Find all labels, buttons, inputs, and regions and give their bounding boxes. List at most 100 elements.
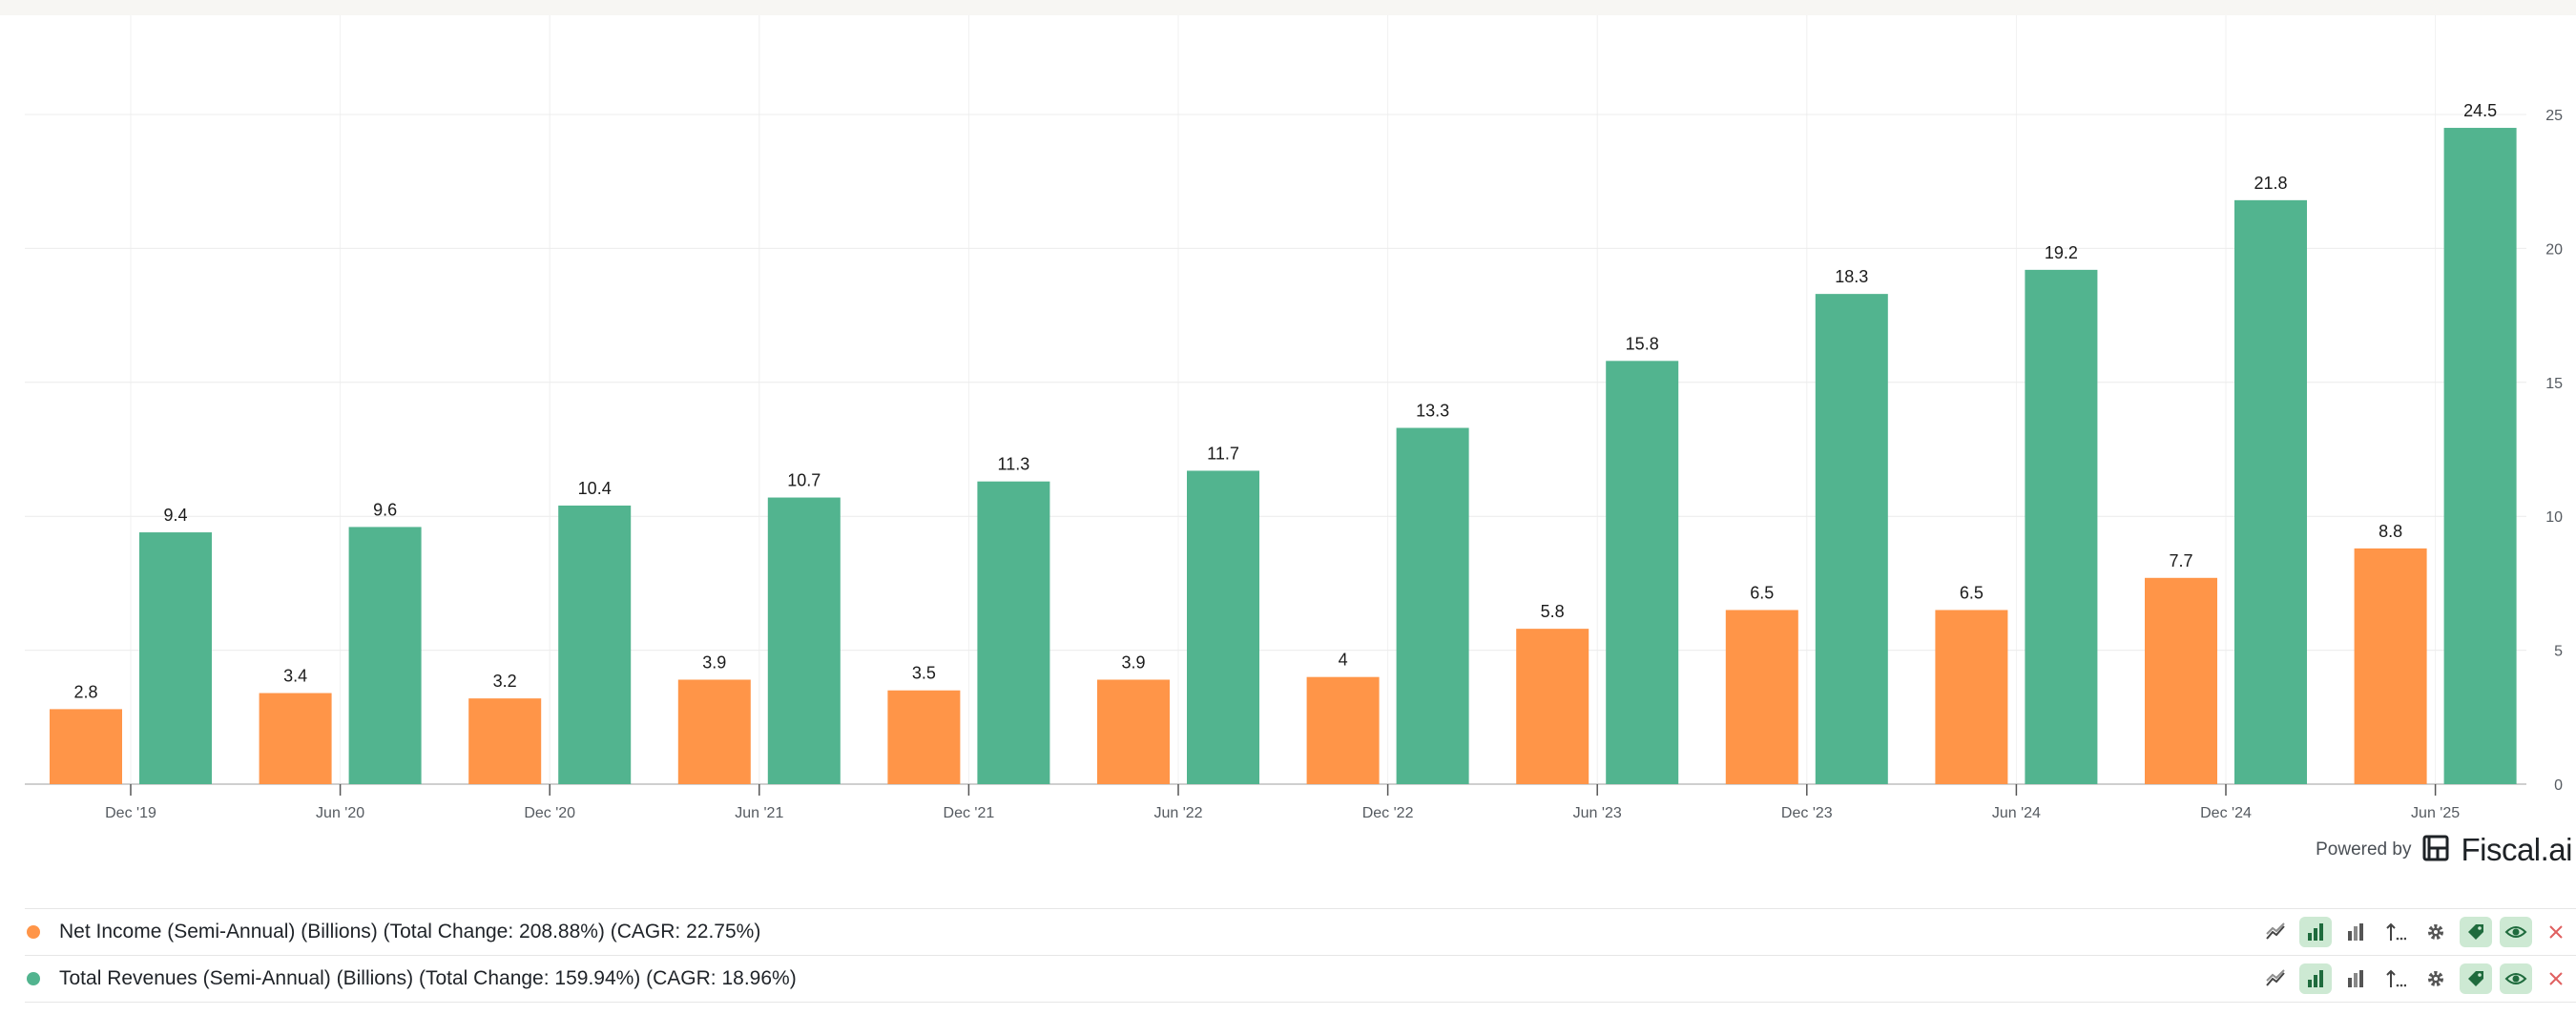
bar-net-income[interactable]	[2145, 577, 2217, 784]
bar-net-income[interactable]	[259, 693, 332, 784]
tag-icon	[2465, 968, 2486, 989]
close-button[interactable]	[2540, 917, 2572, 947]
bar-total-revenues[interactable]	[139, 532, 212, 784]
bar-value-label: 3.2	[493, 672, 517, 691]
bar-chart-button[interactable]	[2299, 963, 2332, 994]
bar-value-label: 10.7	[787, 471, 821, 490]
bar-value-label: 2.8	[73, 682, 97, 701]
bar-value-label: 18.3	[1835, 267, 1868, 286]
y-tick-label: 10	[2545, 509, 2563, 526]
bar-value-label: 3.5	[912, 664, 936, 683]
bar-total-revenues[interactable]	[348, 527, 422, 784]
fiscal-logo-icon	[2420, 834, 2451, 867]
bar-value-label: 9.4	[163, 506, 187, 525]
bar-value-label: 6.5	[1750, 583, 1774, 602]
bar-net-income[interactable]	[1935, 610, 2008, 784]
bar-net-income[interactable]	[1725, 610, 1798, 784]
trend-line-icon	[2265, 922, 2286, 942]
bar-total-revenues[interactable]	[977, 481, 1050, 784]
bar-total-revenues[interactable]	[1187, 470, 1259, 784]
sort-button[interactable]	[2379, 917, 2412, 947]
bar-value-label: 11.7	[1207, 444, 1239, 463]
bar-chart-icon	[2305, 968, 2326, 989]
sort-icon	[2385, 922, 2406, 942]
x-tick-label: Jun '25	[2411, 805, 2460, 821]
y-tick-label: 25	[2545, 108, 2563, 124]
bar-value-label: 8.8	[2379, 522, 2402, 541]
stacked-bar-button[interactable]	[2339, 963, 2372, 994]
x-tick-label: Jun '20	[316, 805, 364, 821]
x-tick-label: Dec '20	[524, 805, 575, 821]
bar-value-label: 24.5	[2463, 101, 2497, 120]
chart-bar-labels: 2.8 3.4 3.2 3.9 3.5 3.9 4 5.8 6.5 6.5 7.7 8.8 9.4 9.6…	[73, 101, 2497, 701]
bar-value-label: 3.9	[702, 652, 726, 672]
trend-line-button[interactable]	[2259, 917, 2292, 947]
x-tick-label: Dec '22	[1362, 805, 1414, 821]
tag-button[interactable]	[2460, 917, 2492, 947]
bar-total-revenues[interactable]	[2025, 269, 2098, 784]
legend-row[interactable]: Total Revenues (Semi-Annual) (Billions) …	[25, 955, 2576, 1003]
bar-chart: 2.8 3.4 3.2 3.9 3.5 3.9 4 5.8 6.5 6.5 7.7 8.8 9.4 9.6…	[25, 15, 2563, 821]
gear-icon	[2425, 922, 2446, 942]
legend: Net Income (Semi-Annual) (Billions) (Tot…	[25, 908, 2576, 1003]
bar-total-revenues[interactable]	[1606, 361, 1679, 784]
gear-icon	[2425, 968, 2446, 989]
bar-net-income[interactable]	[1516, 629, 1589, 784]
bar-net-income[interactable]	[887, 690, 961, 784]
bar-value-label: 15.8	[1626, 334, 1659, 353]
y-tick-label: 0	[2554, 777, 2563, 794]
x-axis: Dec '19 Jun '20 Dec '20 Jun '21 Dec '21 Jun '…	[105, 784, 2460, 821]
bar-value-label: 9.6	[373, 500, 397, 519]
x-tick-label: Dec '23	[1781, 805, 1833, 821]
chart-bars	[50, 128, 2517, 784]
close-button[interactable]	[2540, 963, 2572, 994]
trend-line-button[interactable]	[2259, 963, 2292, 994]
eye-button[interactable]	[2500, 917, 2532, 947]
bar-value-label: 13.3	[1416, 402, 1449, 421]
bar-value-label: 11.3	[998, 455, 1030, 474]
y-axis: 0 5 10 15 20 25	[2545, 108, 2563, 794]
trend-line-icon	[2265, 968, 2286, 989]
sort-button[interactable]	[2379, 963, 2412, 994]
bar-total-revenues[interactable]	[767, 497, 841, 784]
powered-by[interactable]: Powered by Fiscal.ai	[2316, 832, 2572, 868]
x-tick-label: Dec '19	[105, 805, 156, 821]
sort-icon	[2385, 968, 2406, 989]
legend-label: Total Revenues (Semi-Annual) (Billions) …	[59, 967, 797, 989]
bar-value-label: 5.8	[1541, 602, 1565, 621]
bar-net-income[interactable]	[677, 679, 751, 784]
gear-button[interactable]	[2420, 917, 2452, 947]
bar-total-revenues[interactable]	[1396, 427, 1469, 784]
bar-total-revenues[interactable]	[2234, 199, 2307, 784]
bar-net-income[interactable]	[1097, 679, 1170, 784]
bar-value-label: 4	[1339, 651, 1348, 670]
y-tick-label: 20	[2545, 241, 2563, 258]
y-tick-label: 15	[2545, 376, 2563, 392]
bar-value-label: 3.4	[283, 667, 307, 686]
bar-net-income[interactable]	[468, 698, 542, 784]
bar-net-income[interactable]	[50, 709, 122, 784]
bar-net-income[interactable]	[2354, 548, 2427, 784]
series-color-dot	[27, 925, 40, 939]
tag-icon	[2465, 922, 2486, 942]
tag-button[interactable]	[2460, 963, 2492, 994]
powered-by-text: Powered by	[2316, 839, 2412, 860]
bar-total-revenues[interactable]	[558, 505, 632, 784]
bar-total-revenues[interactable]	[2443, 128, 2517, 784]
eye-button[interactable]	[2500, 963, 2532, 994]
bar-net-income[interactable]	[1306, 676, 1380, 784]
stacked-bar-button[interactable]	[2339, 917, 2372, 947]
gear-button[interactable]	[2420, 963, 2452, 994]
bar-value-label: 3.9	[1121, 652, 1145, 672]
legend-row[interactable]: Net Income (Semi-Annual) (Billions) (Tot…	[25, 908, 2576, 955]
brand-name: Fiscal.ai	[2461, 832, 2572, 867]
bar-total-revenues[interactable]	[1815, 294, 1888, 784]
series-controls	[2259, 917, 2572, 947]
stacked-bar-icon	[2345, 968, 2366, 989]
bar-chart-button[interactable]	[2299, 917, 2332, 947]
x-tick-label: Jun '22	[1153, 805, 1202, 821]
x-tick-label: Jun '23	[1573, 805, 1622, 821]
bar-value-label: 19.2	[2045, 243, 2078, 262]
x-tick-label: Jun '21	[735, 805, 783, 821]
x-tick-label: Jun '24	[1992, 805, 2041, 821]
